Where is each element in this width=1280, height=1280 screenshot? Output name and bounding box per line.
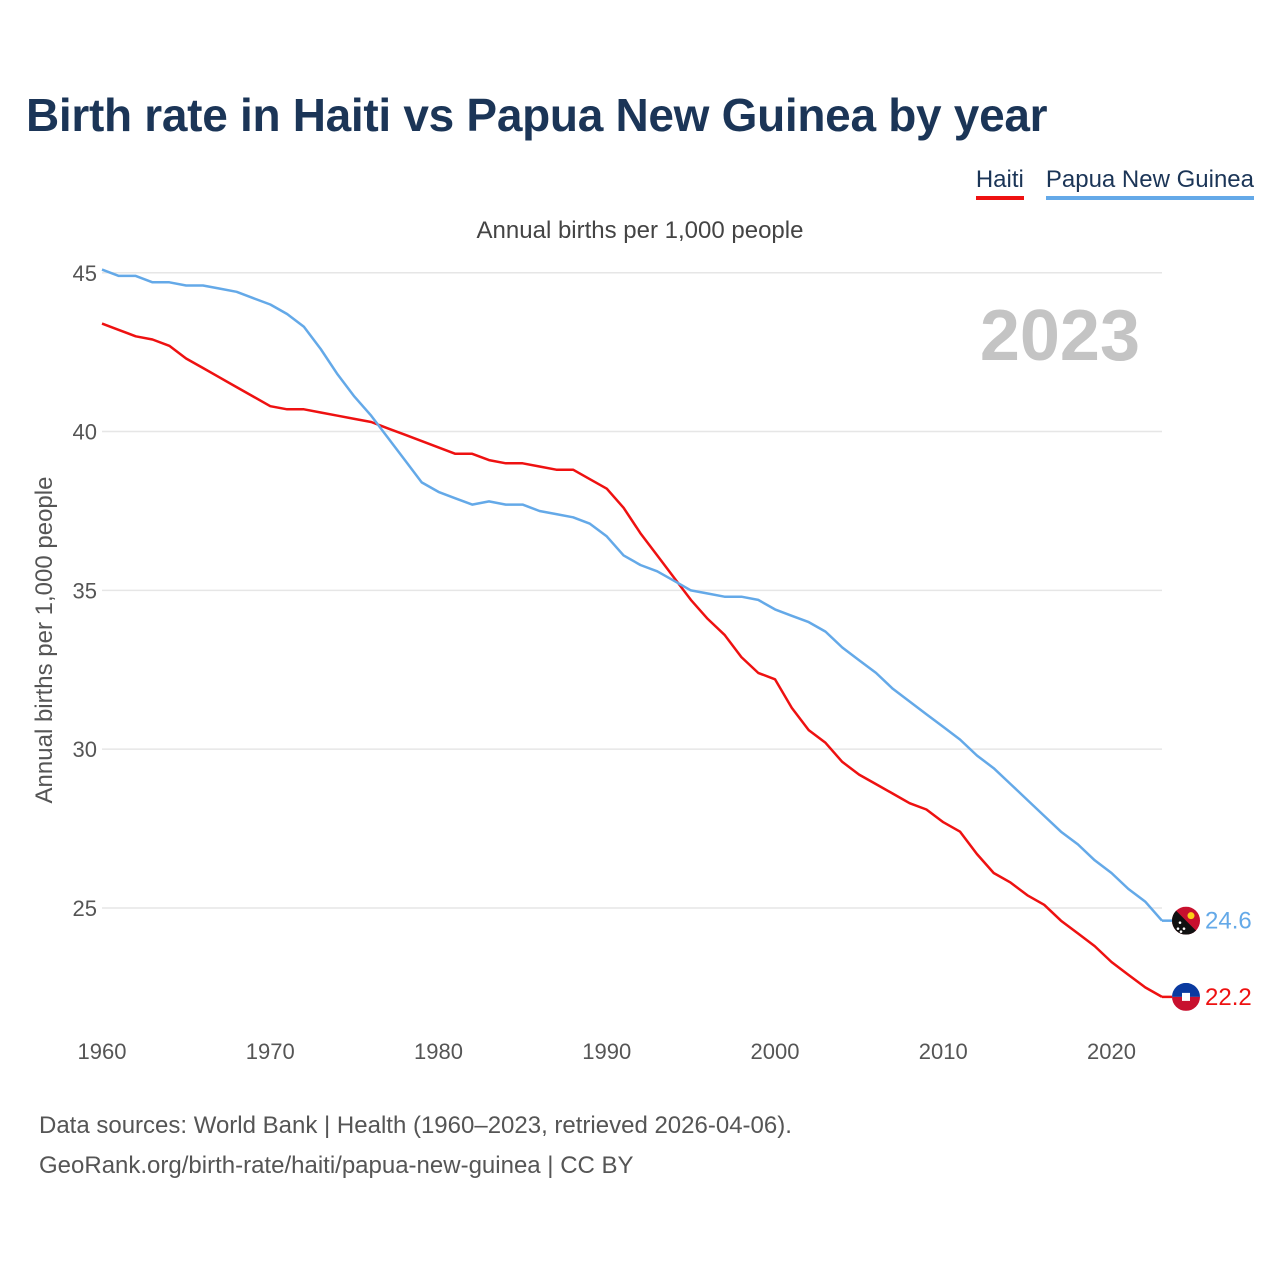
x-axis-ticks: 1960 1970 1980 1990 2000 2010 2020: [78, 1039, 1136, 1064]
x-tick-label-1980: 1980: [414, 1039, 463, 1064]
series-lines: [101, 268, 1163, 998]
y-tick-label-35: 35: [73, 578, 97, 603]
flag-haiti-emblem: [1182, 992, 1190, 1001]
flag-png-star-2: [1176, 927, 1180, 930]
flag-png-star-0: [1178, 921, 1182, 924]
data-source-note: Data sources: World Bank | Health (1960–…: [39, 1112, 792, 1139]
series-end-markers: 22.2 24.6: [1162, 906, 1252, 1011]
flag-png-star-1: [1182, 927, 1186, 930]
flag-papua-new-guinea-icon: [1172, 906, 1200, 935]
y-tick-label-45: 45: [73, 261, 97, 286]
flag-haiti-blue-band: [1172, 982, 1200, 997]
legend-item-papua-new-guinea[interactable]: Papua New Guinea: [1045, 166, 1254, 200]
y-tick-label-25: 25: [73, 896, 97, 921]
x-tick-label-2020: 2020: [1087, 1039, 1136, 1064]
flag-png-black-field: [1172, 906, 1200, 935]
footer: Data sources: World Bank | Health (1960–…: [39, 1106, 792, 1186]
chart-subtitle: Annual births per 1,000 people: [476, 217, 804, 244]
chart-title: Birth rate in Haiti vs Papua New Guinea …: [26, 89, 1048, 141]
x-tick-label-2010: 2010: [919, 1039, 968, 1064]
x-tick-label-1960: 1960: [78, 1039, 127, 1064]
legend-item-haiti[interactable]: Haiti: [975, 166, 1024, 200]
x-tick-label-1970: 1970: [246, 1039, 295, 1064]
y-tick-label-30: 30: [73, 737, 97, 762]
end-value-label-haiti: 22.2: [1205, 984, 1252, 1011]
flag-png-star-3: [1179, 930, 1183, 933]
x-tick-label-2000: 2000: [751, 1039, 800, 1064]
x-tick-label-1990: 1990: [582, 1039, 631, 1064]
legend: Haiti Papua New Guinea: [975, 166, 1254, 200]
flag-haiti-red-band: [1172, 996, 1200, 1011]
y-axis-label: Annual births per 1,000 people: [31, 477, 58, 804]
year-watermark: 2023: [980, 296, 1140, 376]
source-link[interactable]: GeoRank.org/birth-rate/haiti/papua-new-g…: [39, 1152, 634, 1179]
series-line-haiti: [101, 322, 1163, 998]
series-line-papua-new-guinea: [101, 268, 1163, 922]
end-value-label-papua-new-guinea: 24.6: [1205, 908, 1252, 935]
y-axis-ticks: 25 30 35 40 45: [73, 261, 97, 921]
y-tick-label-40: 40: [73, 420, 97, 445]
flag-png-bird: [1187, 912, 1195, 920]
grid-lines: [102, 272, 1162, 909]
flag-haiti-icon: [1172, 982, 1200, 1011]
